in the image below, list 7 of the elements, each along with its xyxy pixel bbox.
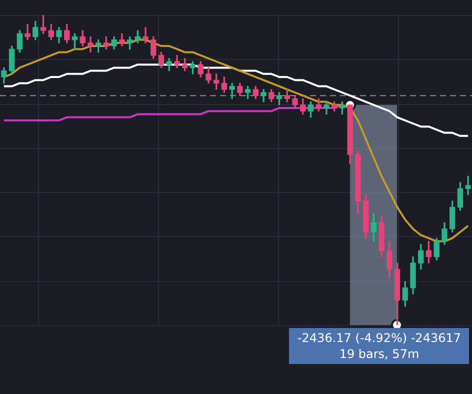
candlestick (142, 27, 148, 44)
text: -2436.17 (-4.92%) -243617 (297, 330, 461, 346)
candlestick (88, 36, 94, 53)
candlestick (24, 24, 30, 40)
candlestick (229, 82, 235, 100)
text: 19 bars, 57m (338, 346, 420, 362)
candlestick (465, 176, 471, 196)
